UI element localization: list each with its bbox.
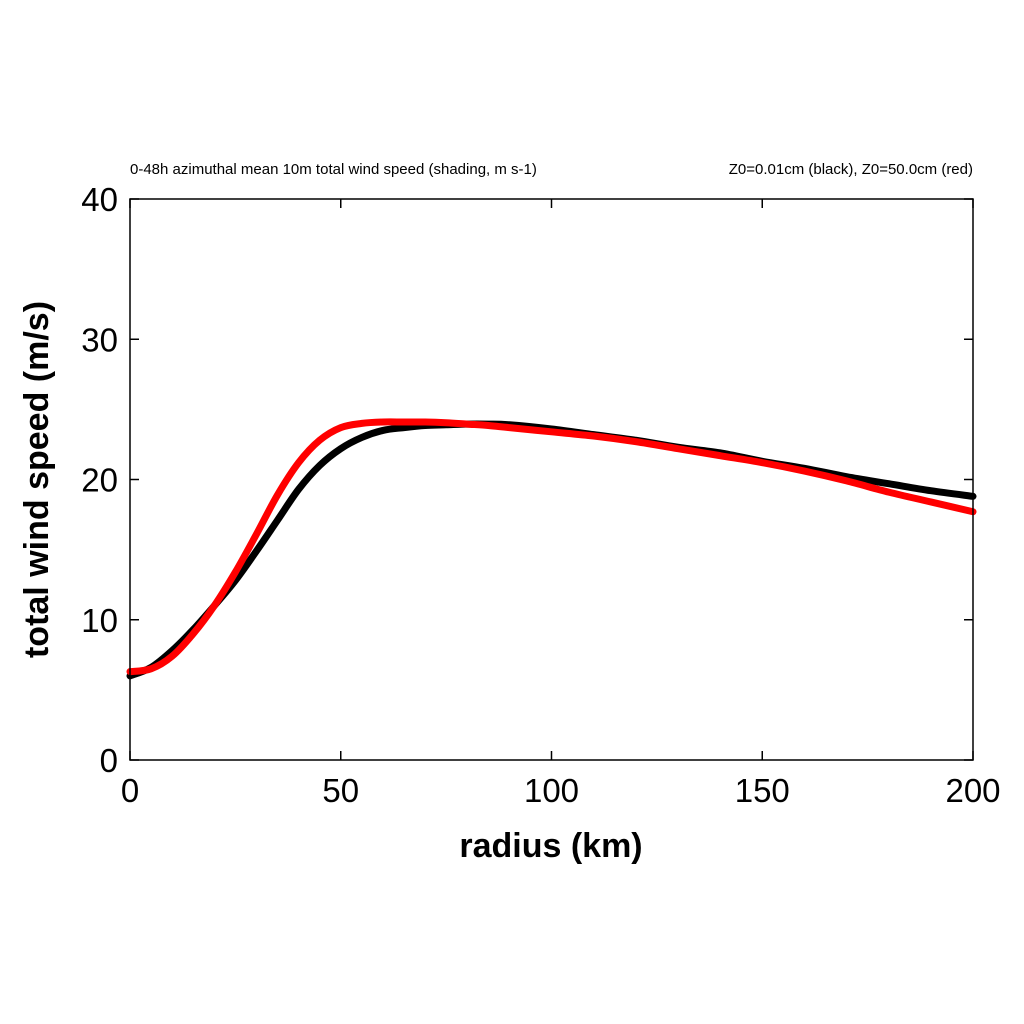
plot-frame (129, 198, 974, 761)
chart-title-right: Z0=0.01cm (black), Z0=50.0cm (red) (729, 161, 973, 178)
x-tick-label: 200 (945, 772, 1000, 809)
y-tick-label: 10 (81, 602, 118, 639)
x-tick-label: 150 (735, 772, 790, 809)
axis-tick-labels: 0 50 100 150 200 0 10 20 30 40 (81, 181, 1000, 809)
y-axis-label: total wind speed (m/s) (18, 301, 56, 658)
x-tick-label: 100 (524, 772, 579, 809)
x-tick-label: 50 (322, 772, 359, 809)
series-line-red (126, 418, 977, 676)
series-lines (126, 418, 977, 680)
series-line-black (126, 420, 977, 680)
y-tick-label: 20 (81, 462, 118, 499)
y-tick-label: 30 (81, 321, 118, 358)
x-tick-label: 0 (121, 772, 139, 809)
x-axis-label: radius (km) (459, 827, 642, 865)
y-tick-label: 0 (100, 742, 118, 779)
y-tick-label: 40 (81, 181, 118, 218)
chart-title-left: 0-48h azimuthal mean 10m total wind spee… (130, 161, 537, 178)
